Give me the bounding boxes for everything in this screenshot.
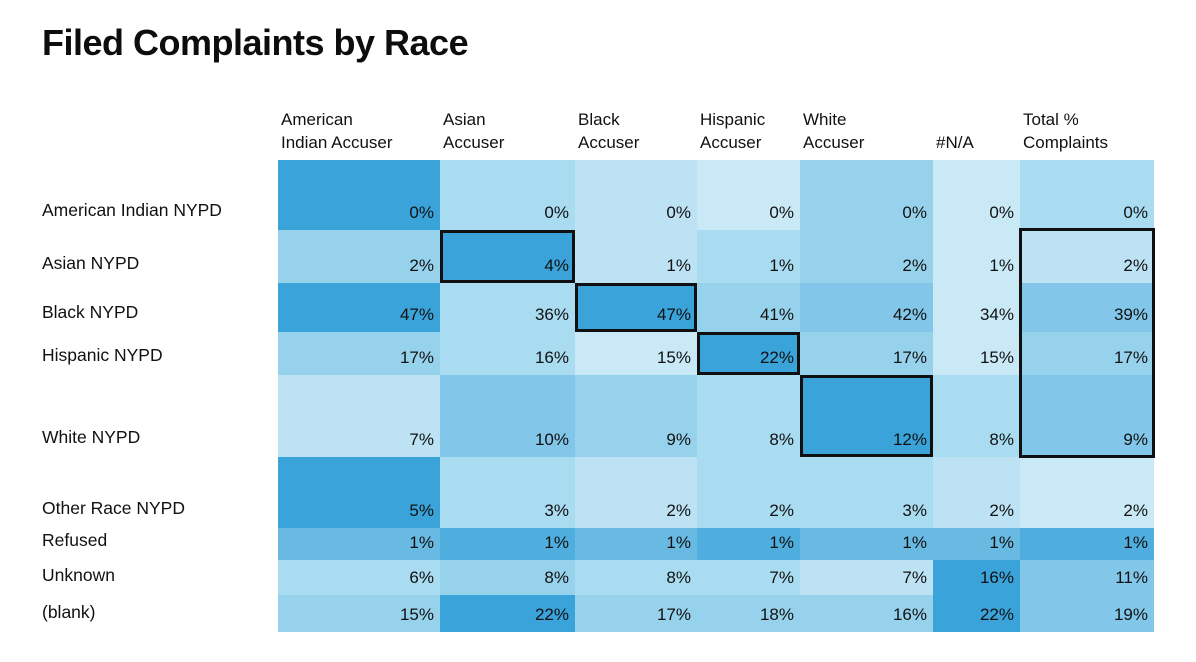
heatmap-cell: 1% xyxy=(440,528,575,560)
column-header-line: American xyxy=(281,110,353,129)
row-label-asian-nypd: Asian NYPD xyxy=(42,230,278,283)
column-header-black-accuser: Black Accuser xyxy=(575,96,697,160)
row-label-white-nypd: White NYPD xyxy=(42,375,278,457)
heatmap-cell: 8% xyxy=(440,560,575,595)
filed-complaints-heatmap: American Indian Accuser Asian Accuser Bl… xyxy=(42,96,1154,632)
column-header-line: Black xyxy=(578,110,620,129)
row-label-unknown: Unknown xyxy=(42,560,278,595)
heatmap-cell: 18% xyxy=(697,595,800,632)
heatmap-cell-highlighted: 22% xyxy=(697,332,800,375)
column-header-line: Accuser xyxy=(803,133,865,152)
heatmap-cell: 7% xyxy=(800,560,933,595)
heatmap-cell: 7% xyxy=(697,560,800,595)
heatmap-cell: 2% xyxy=(278,230,440,283)
heatmap-cell: 1% xyxy=(575,528,697,560)
heatmap-cell: 0% xyxy=(800,160,933,230)
heatmap-cell-highlighted: 47% xyxy=(575,283,697,332)
heatmap-cell: 39% xyxy=(1020,283,1154,332)
heatmap-cell: 8% xyxy=(575,560,697,595)
heatmap-cell: 0% xyxy=(440,160,575,230)
heatmap-cell: 22% xyxy=(933,595,1020,632)
column-header-asian-accuser: Asian Accuser xyxy=(440,96,575,160)
heatmap-cell: 0% xyxy=(575,160,697,230)
column-header-line: Accuser xyxy=(443,133,505,152)
heatmap-cell: 15% xyxy=(278,595,440,632)
heatmap-cell: 8% xyxy=(697,375,800,457)
column-header-na: #N/A xyxy=(933,96,1020,160)
heatmap-cell: 19% xyxy=(1020,595,1154,632)
heatmap-cell: 3% xyxy=(440,457,575,528)
column-header-line: Accuser xyxy=(578,133,640,152)
heatmap-cell: 5% xyxy=(278,457,440,528)
heatmap-cell: 3% xyxy=(800,457,933,528)
row-label-other-race-nypd: Other Race NYPD xyxy=(42,457,278,528)
column-header-total-percent-complaints: Total % Complaints xyxy=(1020,96,1154,160)
heatmap-cell: 34% xyxy=(933,283,1020,332)
heatmap-cell: 42% xyxy=(800,283,933,332)
heatmap-cell: 11% xyxy=(1020,560,1154,595)
heatmap-cell: 1% xyxy=(1020,528,1154,560)
column-header-american-indian-accuser: American Indian Accuser xyxy=(278,96,440,160)
heatmap-cell: 2% xyxy=(1020,230,1154,283)
heatmap-cell: 1% xyxy=(575,230,697,283)
column-header-line: White xyxy=(803,110,847,129)
heatmap-cell: 17% xyxy=(800,332,933,375)
heatmap-cell-highlighted: 12% xyxy=(800,375,933,457)
row-label-refused: Refused xyxy=(42,528,278,560)
column-header-line: Accuser xyxy=(700,133,762,152)
column-header-white-accuser: White Accuser xyxy=(800,96,933,160)
heatmap-cell: 22% xyxy=(440,595,575,632)
heatmap-cell: 2% xyxy=(575,457,697,528)
heatmap-cell: 2% xyxy=(933,457,1020,528)
heatmap-cell: 17% xyxy=(278,332,440,375)
heatmap-cell: 9% xyxy=(575,375,697,457)
column-header-hispanic-accuser: Hispanic Accuser xyxy=(697,96,800,160)
heatmap-cell: 0% xyxy=(697,160,800,230)
heatmap-cell: 0% xyxy=(933,160,1020,230)
heatmap-cell: 10% xyxy=(440,375,575,457)
table-corner xyxy=(42,96,278,160)
heatmap-cell: 41% xyxy=(697,283,800,332)
heatmap-cell: 16% xyxy=(440,332,575,375)
row-label-black-nypd: Black NYPD xyxy=(42,283,278,332)
heatmap-cell: 1% xyxy=(697,230,800,283)
heatmap-cell: 1% xyxy=(800,528,933,560)
heatmap-cell: 2% xyxy=(697,457,800,528)
column-header-line: Total % xyxy=(1023,110,1079,129)
heatmap-cell: 16% xyxy=(800,595,933,632)
heatmap-cell: 1% xyxy=(278,528,440,560)
column-header-line: Hispanic xyxy=(700,110,766,129)
row-label-american-indian-nypd: American Indian NYPD xyxy=(42,160,278,230)
heatmap-cell: 16% xyxy=(933,560,1020,595)
heatmap-cell: 6% xyxy=(278,560,440,595)
heatmap-cell: 36% xyxy=(440,283,575,332)
row-label-hispanic-nypd: Hispanic NYPD xyxy=(42,332,278,375)
column-header-line: Complaints xyxy=(1023,133,1109,152)
column-header-line: Indian Accuser xyxy=(281,133,393,152)
heatmap-cell: 15% xyxy=(575,332,697,375)
heatmap-cell: 8% xyxy=(933,375,1020,457)
heatmap-cell: 2% xyxy=(1020,457,1154,528)
heatmap-cell: 1% xyxy=(697,528,800,560)
heatmap-cell: 0% xyxy=(1020,160,1154,230)
column-header-line: Asian xyxy=(443,110,486,129)
heatmap-cell: 2% xyxy=(800,230,933,283)
heatmap-cell: 17% xyxy=(1020,332,1154,375)
column-header-line: #N/A xyxy=(936,133,974,152)
heatmap-cell: 0% xyxy=(278,160,440,230)
heatmap-cell-highlighted: 4% xyxy=(440,230,575,283)
heatmap-cell: 15% xyxy=(933,332,1020,375)
heatmap-cell: 1% xyxy=(933,528,1020,560)
page-title: Filed Complaints by Race xyxy=(42,22,469,63)
heatmap-cell: 7% xyxy=(278,375,440,457)
heatmap-cell: 9% xyxy=(1020,375,1154,457)
heatmap-cell: 47% xyxy=(278,283,440,332)
row-label-blank: (blank) xyxy=(42,595,278,632)
heatmap-cell: 17% xyxy=(575,595,697,632)
heatmap-cell: 1% xyxy=(933,230,1020,283)
